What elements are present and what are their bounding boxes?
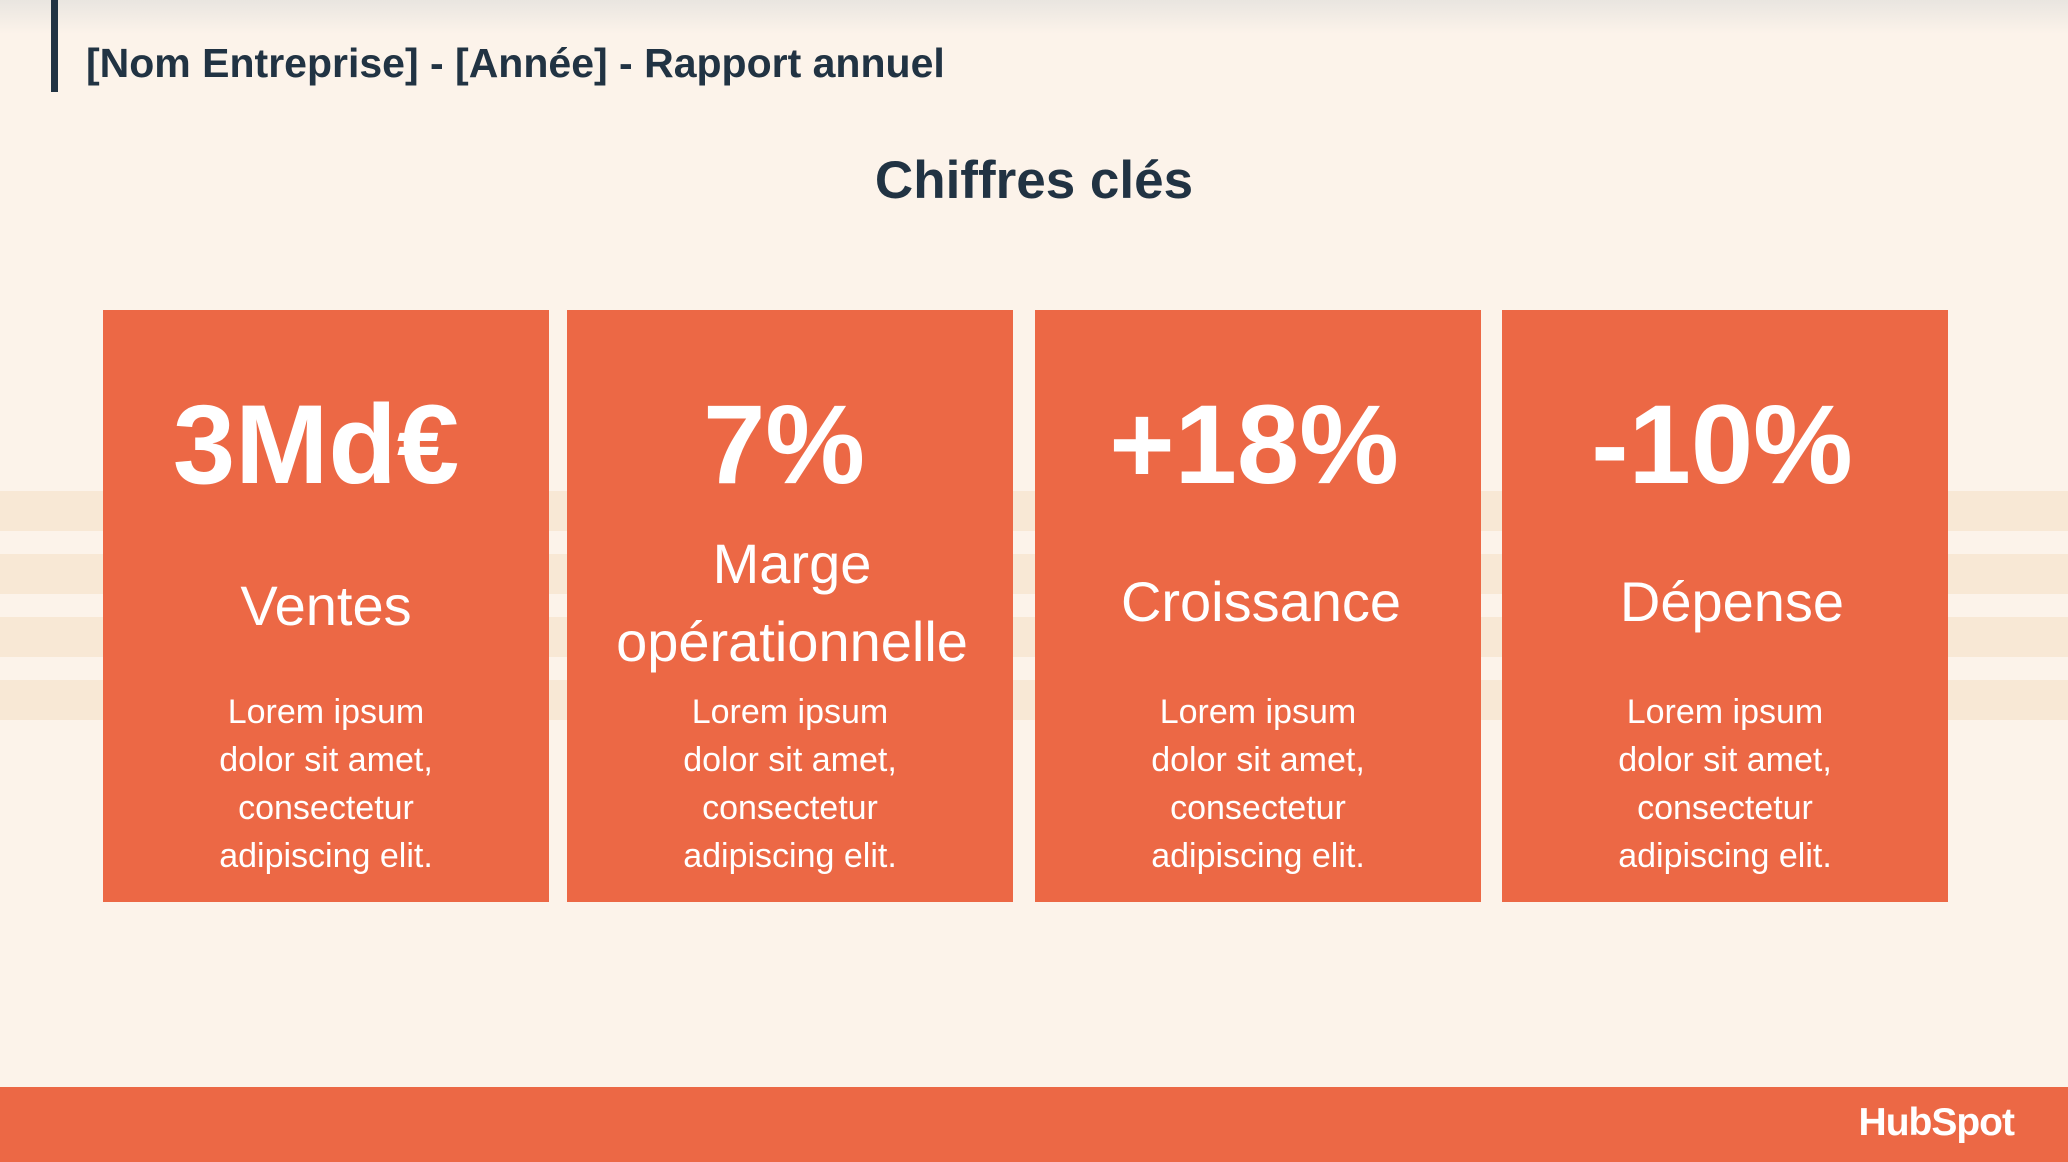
metric-description: Lorem ipsum dolor sit amet, consectetur … [1151,693,1365,875]
metric-label: Ventes [240,574,412,637]
metric-value: +18% [1109,382,1399,507]
metric-value: -10% [1591,382,1853,507]
metric-card-operating-margin: 7% Marge opérationnelle Lorem ipsum dolo… [567,310,1013,902]
metric-card-sales: 3Md€ Ventes Lorem ipsum dolor sit amet, … [103,310,549,902]
metric-description: Lorem ipsum dolor sit amet, consectetur … [683,693,897,875]
metric-value: 3Md€ [172,382,460,507]
metric-card-expense: -10% Dépense Lorem ipsum dolor sit amet,… [1502,310,1948,902]
metric-label: Dépense [1619,570,1845,633]
metric-label: Marge opérationnelle [616,532,968,673]
metric-description: Lorem ipsum dolor sit amet, consectetur … [1618,693,1832,875]
metric-label: Croissance [1120,570,1402,633]
header-accent-bar [51,0,58,92]
section-title: Chiffres clés [874,151,1194,210]
hubspot-logo: HubSpot [1858,1101,2015,1144]
header-title: [Nom Entreprise] - [Année] - Rapport ann… [86,40,945,86]
footer-bar [0,1087,2068,1162]
metric-description: Lorem ipsum dolor sit amet, consectetur … [219,693,433,875]
metric-value: 7% [703,382,865,507]
top-shadow [0,0,2068,34]
metric-card-growth: +18% Croissance Lorem ipsum dolor sit am… [1035,310,1481,902]
